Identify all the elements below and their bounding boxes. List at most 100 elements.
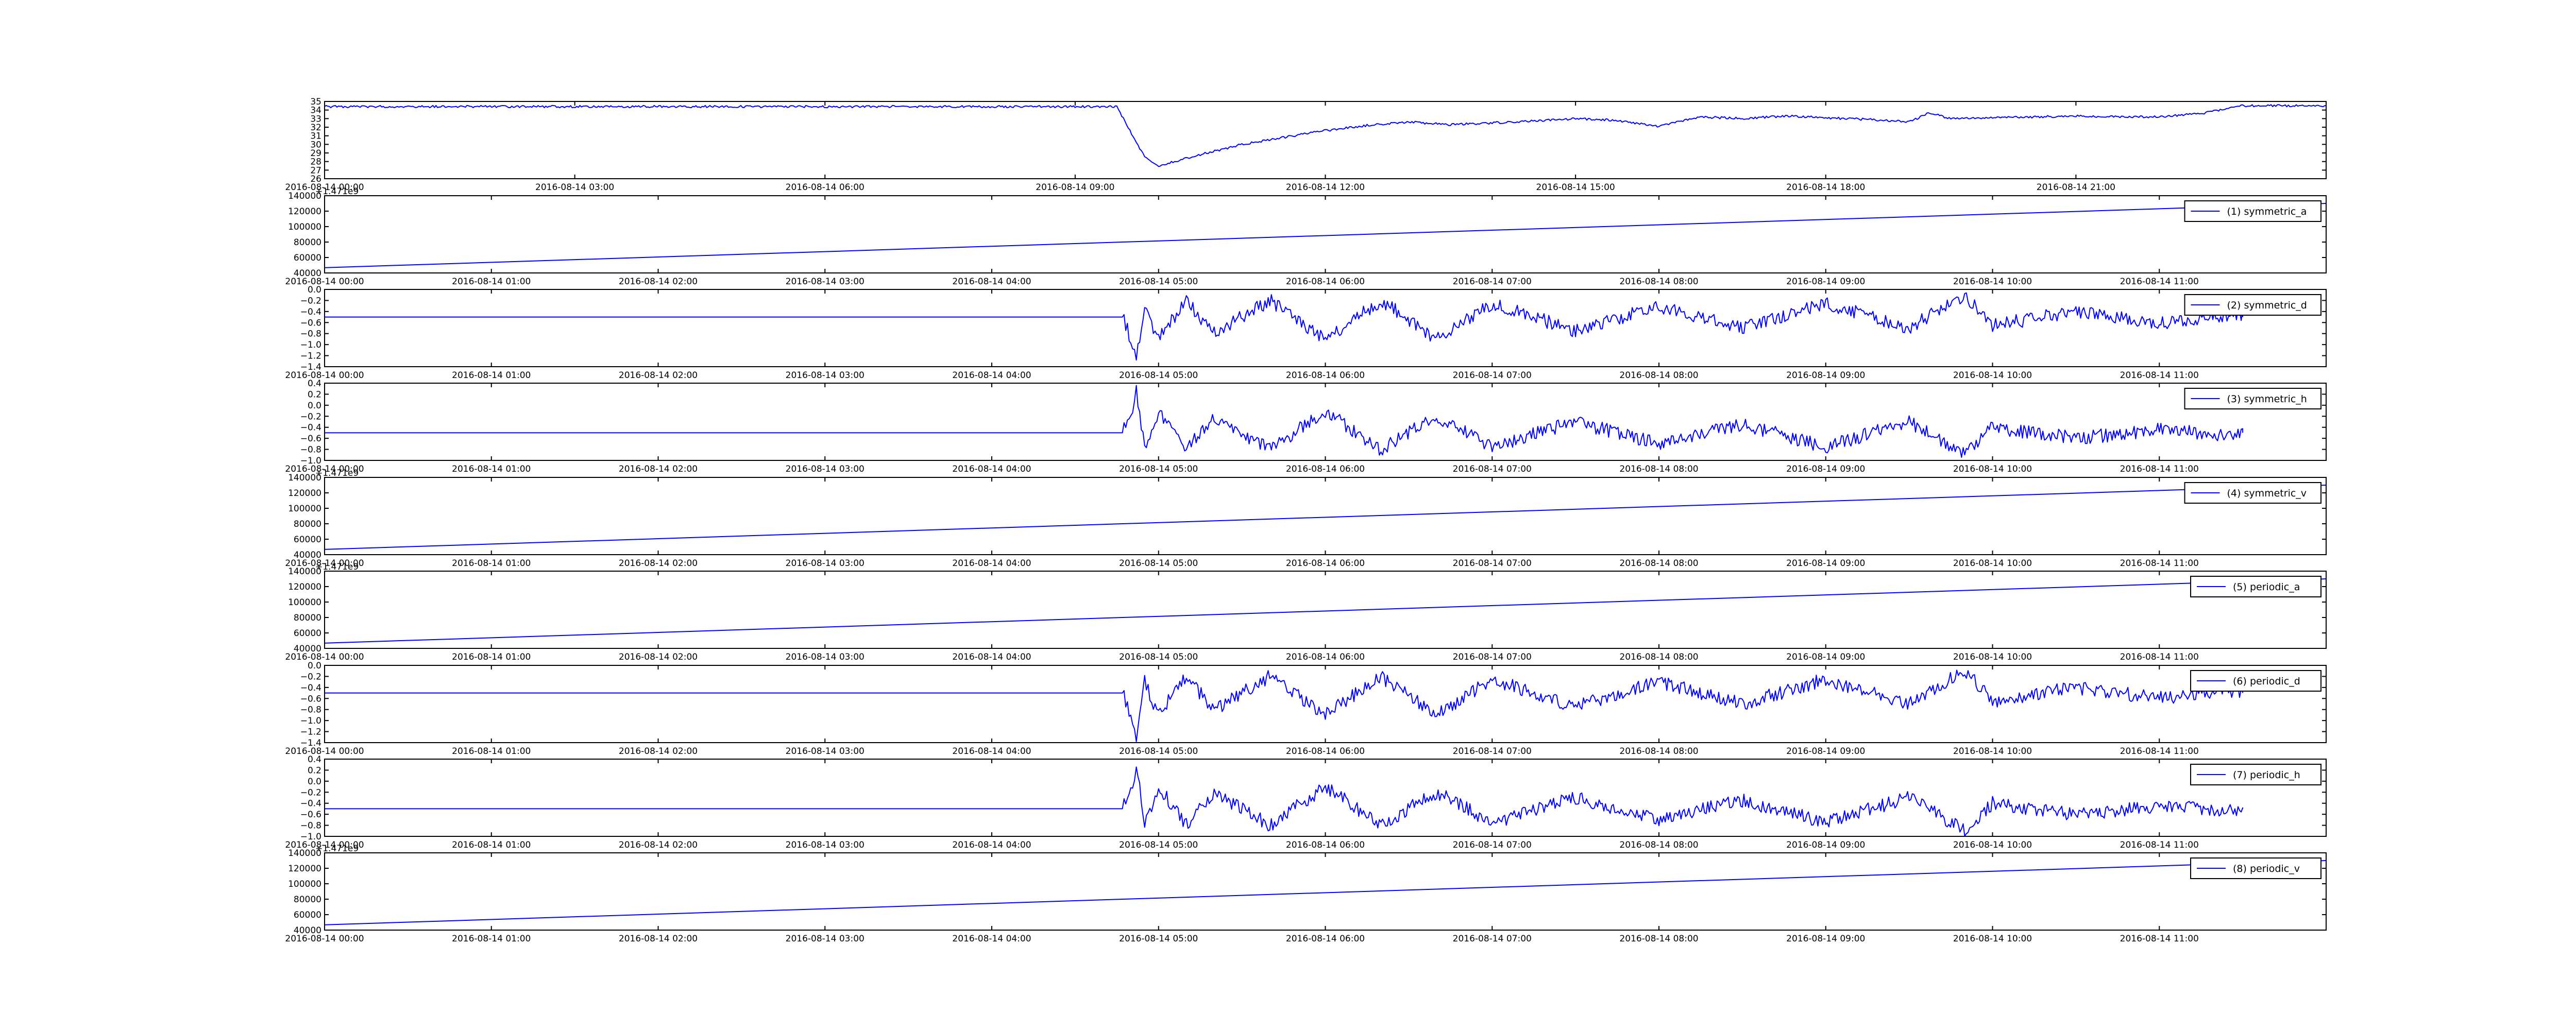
x-tick-label: 2016-08-14 05:00 [1119,652,1198,662]
x-tick-label: 2016-08-14 06:00 [1286,277,1365,287]
y-tick-label: 27 [310,165,321,176]
x-tick-label: 2016-08-14 09:00 [1786,464,1865,474]
x-tick-label: 2016-08-14 04:00 [952,840,1031,850]
series-line-6-1 [324,578,2327,644]
x-tick-label: 2016-08-14 07:00 [1453,934,1532,944]
legend: (3) symmetric_h [2184,388,2321,409]
axis-offset-label: +1.471e9 [315,186,359,197]
x-tick-label: 2016-08-14 11:00 [2120,370,2199,381]
x-tick-label: 2016-08-14 00:00 [285,370,364,381]
y-tick-label: 100000 [288,222,321,232]
x-tick-label: 2016-08-14 02:00 [619,652,698,662]
subplot-5: 40000 60000 80000 100000 120000 140000 2016-08… [285,468,2327,569]
x-tick-label: 2016-08-14 10:00 [1953,746,2032,757]
legend-label: (6) periodic_d [2233,676,2300,687]
x-tick-label: 2016-08-14 21:00 [2037,182,2115,193]
y-tick-label: 0.4 [308,754,321,765]
y-tick-label: −0.6 [300,810,321,820]
x-tick-label: 2016-08-14 00:00 [285,652,364,662]
y-tick-label: 120000 [288,864,321,874]
x-tick-label: 2016-08-14 06:00 [1286,652,1365,662]
axes-frame [324,383,2327,461]
series-line-5-1 [324,485,2327,550]
y-tick-label: −1.2 [300,351,321,362]
x-tick-label: 2016-08-14 02:00 [619,558,698,569]
subplot-8: −1.0−0.8−0.6−0.4−0.20.00.20.4 2016-08-14 … [285,754,2327,850]
x-tick-label: 2016-08-14 08:00 [1619,558,1698,569]
y-tick-label: 140000 [288,848,321,859]
y-tick-label: −1.0 [300,716,321,726]
x-tick-label: 2016-08-14 04:00 [952,746,1031,757]
legend: (4) symmetric_v [2184,482,2321,504]
y-tick-label: 0.2 [308,765,321,776]
axes-frame [324,477,2327,555]
y-tick-label: 80000 [294,237,321,248]
y-tick-label: −1.4 [300,738,321,748]
x-tick-label: 2016-08-14 00:00 [285,746,364,757]
x-tick-label: 2016-08-14 02:00 [619,840,698,850]
x-tick-label: 2016-08-14 11:00 [2120,746,2199,757]
axes-frame [324,195,2327,273]
legend-label: (3) symmetric_h [2227,393,2307,405]
x-tick-label: 2016-08-14 02:00 [619,934,698,944]
x-tick-label: 2016-08-14 00:00 [285,558,364,569]
y-tick-label: −0.8 [300,329,321,339]
x-tick-label: 2016-08-14 06:00 [1286,746,1365,757]
x-tick-label: 2016-08-14 05:00 [1119,370,1198,381]
y-tick-label: 32 [310,123,321,133]
x-tick-label: 2016-08-14 15:00 [1536,182,1615,193]
subplot-9: 40000 60000 80000 100000 120000 140000 2016-08… [285,844,2327,944]
y-tick-label: 40000 [294,268,321,279]
axes-frame [324,852,2327,931]
y-tick-label: 80000 [294,613,321,623]
y-tick-label: −0.8 [300,445,321,455]
x-tick-label: 2016-08-14 03:00 [786,934,865,944]
axes-frame [324,289,2327,367]
y-tick-label: −0.8 [300,705,321,715]
y-tick-label: 0.4 [308,379,321,389]
y-tick-label: 31 [310,131,321,142]
x-tick-label: 2016-08-14 09:00 [1786,934,1865,944]
y-tick-label: −0.6 [300,694,321,704]
x-tick-label: 2016-08-14 03:00 [786,746,865,757]
legend: (5) periodic_a [2190,576,2321,597]
y-tick-label: 33 [310,114,321,124]
axis-offset-label: +1.471e9 [315,562,359,572]
x-tick-label: 2016-08-14 18:00 [1786,182,1865,193]
y-tick-label: 30 [310,140,321,150]
y-tick-label: 120000 [288,207,321,217]
x-tick-label: 2016-08-14 09:00 [1786,746,1865,757]
series-line-7-1 [325,670,2244,742]
x-tick-label: 2016-08-14 08:00 [1619,934,1698,944]
y-tick-label: −0.2 [300,411,321,422]
y-tick-label: −0.2 [300,672,321,682]
series-line-1-1 [324,104,2327,167]
x-tick-label: 2016-08-14 08:00 [1619,370,1698,381]
x-tick-label: 2016-08-14 03:00 [786,370,865,381]
series-line-4-1 [325,385,2244,458]
legend-label: (2) symmetric_d [2227,300,2307,311]
y-tick-label: 140000 [288,473,321,483]
x-tick-label: 2016-08-14 09:00 [1036,182,1114,193]
x-tick-label: 2016-08-14 01:00 [452,746,531,757]
x-tick-label: 2016-08-14 09:00 [1786,558,1865,569]
x-tick-label: 2016-08-14 07:00 [1453,464,1532,474]
series-line-2-1 [324,203,2327,268]
y-tick-label: 26 [310,174,321,184]
y-tick-label: 34 [310,106,321,116]
y-tick-label: −0.2 [300,787,321,798]
x-tick-label: 2016-08-14 07:00 [1453,652,1532,662]
x-tick-label: 2016-08-14 11:00 [2120,840,2199,850]
x-tick-label: 2016-08-14 06:00 [1286,558,1365,569]
x-tick-label: 2016-08-14 05:00 [1119,464,1198,474]
series-line-9-1 [324,860,2327,925]
x-tick-label: 2016-08-14 09:00 [1786,840,1865,850]
y-tick-label: 40000 [294,644,321,654]
x-tick-label: 2016-08-14 09:00 [1786,652,1865,662]
x-tick-label: 2016-08-14 07:00 [1453,840,1532,850]
x-tick-label: 2016-08-14 02:00 [619,370,698,381]
x-tick-label: 2016-08-14 03:00 [786,464,865,474]
y-tick-label: 140000 [288,566,321,577]
x-tick-label: 2016-08-14 05:00 [1119,934,1198,944]
